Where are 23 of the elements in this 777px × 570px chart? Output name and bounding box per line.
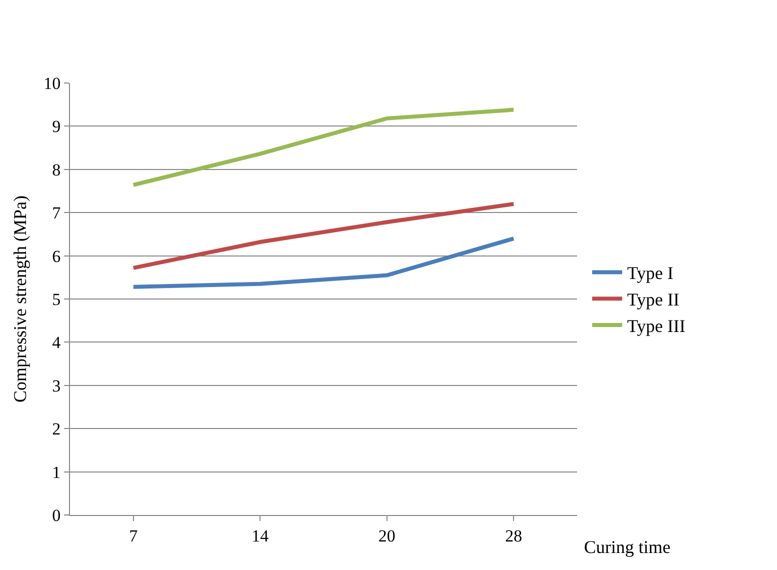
y-tick-label: 4 bbox=[52, 333, 62, 352]
y-tick-label: 6 bbox=[52, 246, 61, 266]
y-tick-label: 7 bbox=[52, 204, 62, 223]
legend-label: Type II bbox=[627, 290, 680, 310]
line-series bbox=[131, 108, 516, 187]
y-tick-label: 2 bbox=[52, 420, 61, 439]
x-tick-label: 14 bbox=[252, 526, 270, 546]
y-tick-label: 9 bbox=[52, 117, 61, 136]
y-tick-label: 3 bbox=[52, 376, 61, 396]
y-tick-label: 1 bbox=[52, 462, 61, 482]
y-axis-title: Compressive strength (MPa) bbox=[10, 196, 30, 402]
x-axis-title: Curing time bbox=[584, 537, 671, 557]
y-tick-label: 0 bbox=[52, 506, 61, 525]
line-series bbox=[131, 236, 516, 289]
legend-label: Type III bbox=[627, 316, 686, 336]
x-tick-label: 7 bbox=[129, 526, 138, 546]
y-tick-label: 8 bbox=[52, 160, 61, 180]
x-tick-label: 20 bbox=[378, 526, 396, 546]
x-tick-label: 28 bbox=[505, 526, 522, 546]
y-tick-label: 10 bbox=[44, 74, 61, 93]
line-series bbox=[131, 202, 516, 270]
legend-label: Type I bbox=[627, 263, 674, 284]
y-tick-label: 5 bbox=[52, 290, 61, 309]
